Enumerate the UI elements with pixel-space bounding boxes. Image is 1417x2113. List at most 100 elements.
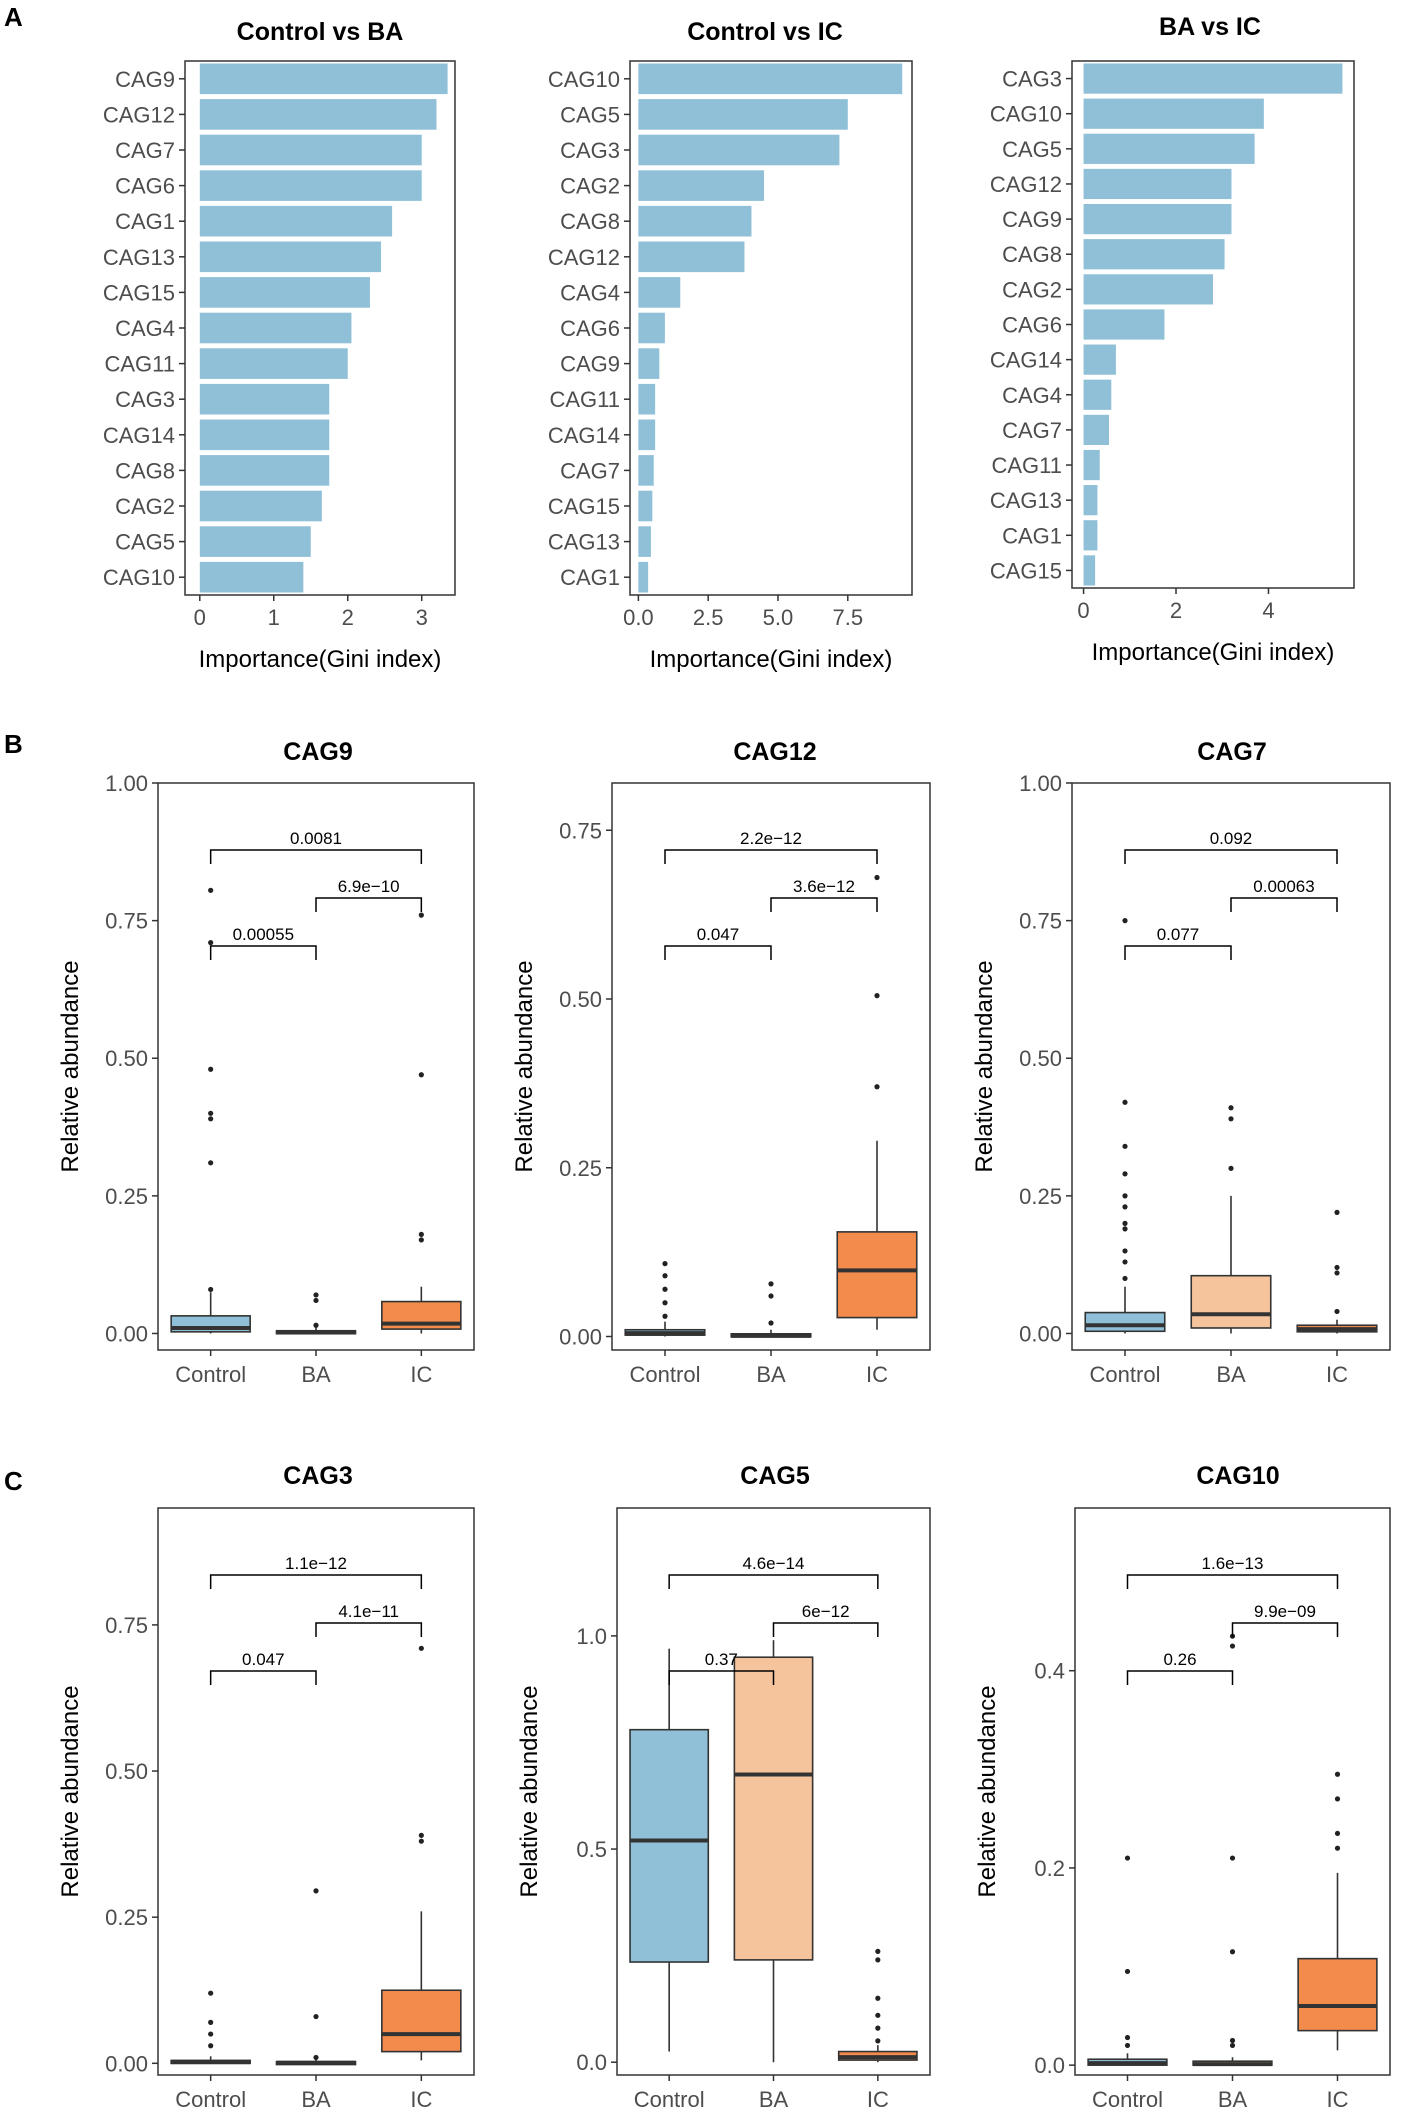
outlier-point <box>1334 1270 1340 1276</box>
significance-bracket: 9.9e−09 <box>1231 1602 1339 1637</box>
outlier-point <box>1124 1968 1131 1975</box>
bracket-line <box>1230 897 1338 912</box>
outlier-point <box>418 1838 424 1844</box>
box-control <box>170 887 251 1334</box>
bracket-line <box>315 1622 423 1637</box>
y-tick-label: 0.00 <box>1019 1321 1062 1346</box>
box-iqr <box>836 1231 918 1319</box>
bar-cag6 <box>199 170 422 201</box>
box-ba <box>275 1888 357 2066</box>
p-value-label: 0.37 <box>705 1650 738 1669</box>
outlier-point <box>875 2025 881 2031</box>
category-label: CAG8 <box>115 458 175 483</box>
significance-bracket: 0.0081 <box>209 829 423 864</box>
bracket-line <box>1126 1670 1234 1685</box>
y-axis-title: Relative abundance <box>516 1685 543 1897</box>
significance-bracket: 0.00063 <box>1230 877 1338 912</box>
category-label: CAG13 <box>548 530 620 555</box>
box-control <box>1084 918 1166 1334</box>
bracket-line <box>770 897 878 912</box>
outlier-point <box>418 1072 424 1078</box>
p-value-label: 6e−12 <box>802 1602 850 1621</box>
y-tick-label: 0.75 <box>1019 909 1062 934</box>
outlier-point <box>662 1300 668 1306</box>
y-tick-label: 1.0 <box>576 1624 607 1649</box>
bar-cag8 <box>199 455 330 486</box>
bracket-line <box>209 1670 317 1685</box>
bar-cag10 <box>1083 98 1264 129</box>
y-tick-label: 0.25 <box>105 1905 148 1930</box>
p-value-label: 6.9e−10 <box>338 877 400 896</box>
box-chart-4: 0.00 0.25 0.50 0.75 Relative abundance Contro… <box>57 1462 475 2112</box>
bar-cag2 <box>199 490 322 522</box>
category-label: CAG5 <box>115 530 175 555</box>
outlier-point <box>1122 1226 1128 1232</box>
outlier-point <box>208 2043 214 2049</box>
bar-cag5 <box>199 526 311 557</box>
bar-chart-1: CAG9 CAG12 CAG7 CAG6 CAG1 CAG13 CAG15 CAG4 CAG11… <box>103 18 456 673</box>
y-tick-label: 0.50 <box>105 1759 148 1784</box>
x-tick-label: 1 <box>268 605 280 630</box>
category-label: CAG1 <box>115 209 175 234</box>
box-ba <box>1192 1633 1273 2067</box>
outlier-point <box>1228 1165 1234 1171</box>
outlier-point <box>1228 1105 1234 1111</box>
category-label: CAG7 <box>1002 418 1062 443</box>
category-label: CAG1 <box>1002 523 1062 548</box>
outlier-point <box>875 1957 881 1963</box>
y-tick-label: 0.00 <box>105 2051 148 2076</box>
box-control <box>624 1261 706 1337</box>
bar-cag7 <box>199 134 422 166</box>
x-tick-label: 2 <box>1170 598 1182 623</box>
bar-cag11 <box>199 348 348 379</box>
category-label: CAG14 <box>990 348 1062 373</box>
significance-bracket: 6e−12 <box>772 1602 879 1637</box>
x-tick-label: Control <box>630 1362 701 1387</box>
bar-cag13 <box>638 526 651 557</box>
outlier-point <box>662 1286 668 1292</box>
p-value-label: 1.6e−13 <box>1202 1554 1264 1573</box>
category-label: CAG10 <box>990 102 1062 127</box>
x-tick-label: BA <box>301 1362 331 1387</box>
x-tick-label: IC <box>410 2087 432 2112</box>
chart-title: CAG10 <box>1196 1462 1279 1490</box>
category-label: CAG4 <box>115 316 175 341</box>
outlier-point <box>1122 1259 1128 1265</box>
bar-cag3 <box>638 134 840 166</box>
p-value-label: 0.077 <box>1157 925 1200 944</box>
box-iqr <box>1190 1274 1272 1329</box>
y-tick-label: 0.25 <box>559 1156 602 1181</box>
bracket-line <box>664 945 772 960</box>
box-ic <box>837 1948 918 2063</box>
bar-cag9 <box>199 63 448 95</box>
box-chart-1: 0.00 0.25 0.50 0.75 1.00 Relative abundance Co… <box>57 738 475 1387</box>
box-chart-5: 0.0 0.5 1.0 Relative abundance Control BA IC 0.… <box>516 1462 931 2112</box>
outlier-point <box>1122 1204 1128 1210</box>
x-tick-label: Control <box>175 2087 246 2112</box>
bar-cag9 <box>638 348 660 379</box>
y-axis-title: Relative abundance <box>511 960 538 1172</box>
outlier-point <box>1124 2042 1131 2049</box>
outlier-point <box>208 1990 214 1996</box>
category-label: CAG5 <box>1002 137 1062 162</box>
p-value-label: 0.00063 <box>1253 877 1314 896</box>
category-label: CAG6 <box>1002 313 1062 338</box>
bracket-line <box>1124 849 1338 864</box>
x-axis-title: Importance(Gini index) <box>650 646 893 673</box>
bar-cag12 <box>638 241 745 273</box>
outlier-point <box>1334 1830 1341 1837</box>
significance-bracket: 6.9e−10 <box>315 877 423 912</box>
bar-cag11 <box>638 383 656 415</box>
outlier-point <box>313 2054 319 2061</box>
bar-cag2 <box>1083 274 1213 305</box>
p-value-label: 2.2e−12 <box>740 829 802 848</box>
panel-letter-c: C <box>4 1466 23 1496</box>
x-tick-label: 4 <box>1262 598 1274 623</box>
bar-cag12 <box>199 99 437 130</box>
outlier-point <box>662 1261 668 1267</box>
outlier-point <box>1334 1771 1341 1777</box>
category-label: CAG9 <box>115 67 175 92</box>
x-tick-label: Control <box>175 1362 246 1387</box>
bar-cag15 <box>199 277 370 308</box>
category-label: CAG3 <box>1002 67 1062 92</box>
